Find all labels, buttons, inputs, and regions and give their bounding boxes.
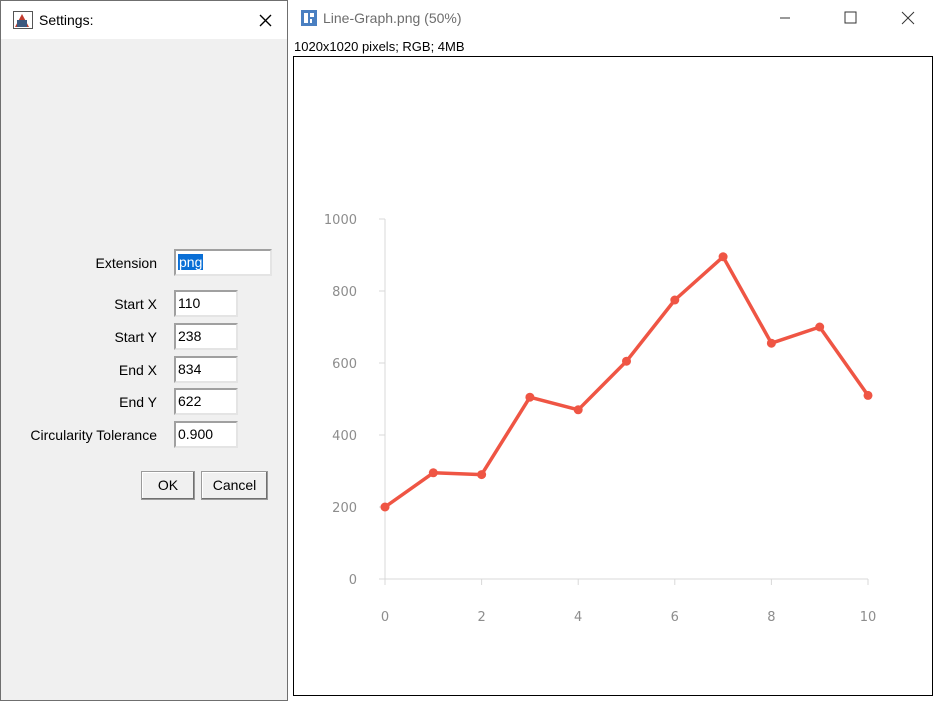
extension-label: Extension — [95, 255, 157, 271]
minimize-icon[interactable] — [770, 6, 800, 30]
y-tick-label: 400 — [332, 429, 357, 444]
extension-value: png — [178, 254, 204, 270]
circularity-tolerance-field[interactable]: 0.900 — [174, 421, 238, 448]
close-window-icon[interactable] — [893, 6, 923, 30]
end-x-field[interactable]: 834 — [174, 356, 238, 383]
y-tick-label: 0 — [349, 573, 357, 588]
data-point — [815, 322, 825, 332]
extension-field[interactable]: png — [174, 249, 272, 276]
dialog-title: Settings: — [39, 12, 94, 28]
data-point — [766, 338, 776, 348]
data-point — [380, 502, 390, 512]
y-tick-label: 200 — [332, 501, 357, 516]
data-point — [863, 390, 873, 400]
series-line — [383, 255, 870, 509]
data-point — [477, 470, 487, 480]
x-tick-label: 2 — [477, 610, 485, 625]
image-window-icon — [301, 10, 317, 26]
end-x-label: End X — [118, 362, 157, 378]
x-tick-label: 0 — [381, 610, 389, 625]
x-tick-label: 4 — [574, 610, 582, 625]
end-y-label: End Y — [119, 394, 157, 410]
x-tick-label: 6 — [671, 610, 679, 625]
y-tick-label: 600 — [332, 357, 357, 372]
image-info: 1020x1020 pixels; RGB; 4MB — [294, 39, 465, 54]
ok-button[interactable]: OK — [141, 471, 195, 500]
image-canvas[interactable]: 0 200 400 600 800 1000 0 2 4 6 8 10 — [293, 56, 933, 696]
data-point — [525, 392, 535, 402]
image-window: Line-Graph.png (50%) 1020x1020 pixels; R… — [288, 0, 939, 701]
settings-dialog: Settings: Extension png Start X 110 Star… — [0, 0, 288, 701]
end-y-field[interactable]: 622 — [174, 388, 238, 415]
close-icon[interactable] — [251, 7, 279, 33]
data-point — [718, 252, 728, 262]
data-point — [573, 405, 583, 415]
data-point — [622, 356, 631, 366]
image-window-title: Line-Graph.png (50%) — [323, 10, 462, 26]
y-tick-label: 1000 — [324, 213, 357, 228]
data-point — [670, 295, 680, 305]
start-x-field[interactable]: 110 — [174, 290, 238, 317]
y-tick-label: 800 — [332, 285, 357, 300]
dialog-titlebar: Settings: — [1, 1, 287, 39]
cancel-button[interactable]: Cancel — [201, 471, 268, 500]
x-tick-label: 8 — [767, 610, 775, 625]
line-chart: 0 200 400 600 800 1000 0 2 4 6 8 10 — [324, 213, 877, 625]
x-tick-label: 10 — [860, 610, 877, 625]
data-point — [428, 468, 438, 478]
circularity-tolerance-label: Circularity Tolerance — [30, 427, 157, 443]
start-y-label: Start Y — [114, 329, 157, 345]
maximize-icon[interactable] — [835, 6, 865, 30]
start-y-field[interactable]: 238 — [174, 323, 238, 350]
imagej-app-icon — [13, 11, 33, 29]
start-x-label: Start X — [114, 296, 157, 312]
